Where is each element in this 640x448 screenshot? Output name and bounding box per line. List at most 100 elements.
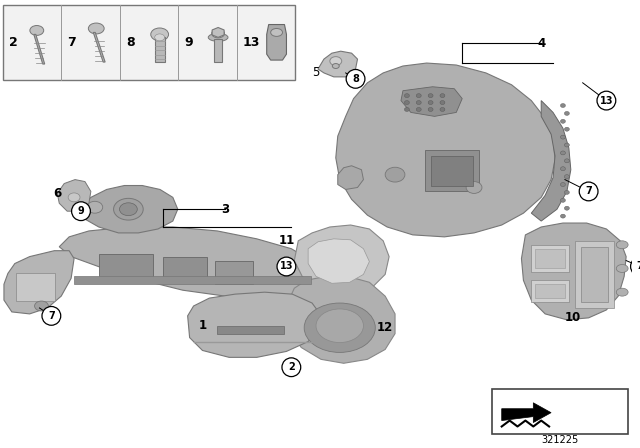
Bar (431, 156, 473, 185)
Ellipse shape (440, 94, 445, 98)
Text: 9: 9 (77, 206, 84, 216)
Ellipse shape (404, 108, 410, 112)
Ellipse shape (564, 143, 570, 147)
Ellipse shape (120, 203, 137, 215)
Bar (535, 249, 565, 268)
Ellipse shape (35, 301, 49, 311)
Polygon shape (318, 51, 358, 77)
Bar (575, 241, 614, 308)
Text: 10: 10 (564, 311, 581, 324)
Bar (99, 254, 153, 283)
FancyBboxPatch shape (3, 5, 295, 80)
Text: 13: 13 (280, 262, 293, 271)
Ellipse shape (440, 101, 445, 104)
Ellipse shape (561, 182, 565, 186)
Text: 1: 1 (198, 319, 207, 332)
Text: 321225: 321225 (541, 435, 579, 445)
Polygon shape (58, 180, 91, 211)
Text: 5: 5 (312, 66, 320, 79)
Text: 13: 13 (243, 36, 260, 49)
Ellipse shape (68, 193, 80, 202)
Polygon shape (267, 25, 287, 60)
Polygon shape (79, 185, 178, 233)
Bar (163, 257, 207, 283)
Ellipse shape (564, 206, 570, 210)
Ellipse shape (155, 34, 164, 41)
Ellipse shape (561, 103, 565, 108)
Ellipse shape (564, 112, 570, 116)
Ellipse shape (561, 214, 565, 218)
Text: 6: 6 (53, 187, 61, 200)
Ellipse shape (616, 288, 628, 296)
Ellipse shape (564, 190, 570, 194)
Bar (531, 280, 569, 302)
Text: 7: 7 (48, 311, 55, 321)
Ellipse shape (561, 135, 565, 139)
Ellipse shape (271, 29, 282, 36)
Text: 4: 4 (537, 37, 545, 50)
Ellipse shape (332, 64, 339, 69)
Ellipse shape (385, 167, 405, 182)
Text: 7: 7 (585, 186, 592, 196)
Ellipse shape (113, 198, 143, 220)
Ellipse shape (428, 108, 433, 112)
Ellipse shape (316, 309, 364, 343)
Polygon shape (531, 101, 571, 221)
Polygon shape (155, 37, 164, 62)
FancyBboxPatch shape (492, 389, 628, 435)
Ellipse shape (428, 94, 433, 98)
Ellipse shape (616, 264, 628, 272)
Ellipse shape (561, 167, 565, 171)
Ellipse shape (561, 198, 565, 202)
Ellipse shape (416, 94, 421, 98)
Ellipse shape (564, 127, 570, 131)
Text: 8: 8 (126, 36, 134, 49)
Circle shape (42, 306, 61, 325)
Polygon shape (401, 87, 462, 116)
Circle shape (72, 202, 90, 220)
Polygon shape (338, 166, 364, 190)
Ellipse shape (404, 101, 410, 104)
Circle shape (630, 257, 640, 276)
Circle shape (597, 91, 616, 110)
Polygon shape (502, 403, 551, 422)
Text: 11: 11 (278, 234, 294, 247)
Bar (16, 273, 55, 301)
Polygon shape (212, 27, 224, 37)
Circle shape (346, 69, 365, 88)
Ellipse shape (30, 26, 44, 35)
Bar (531, 245, 569, 272)
Ellipse shape (416, 108, 421, 112)
Text: 2: 2 (9, 36, 18, 49)
Circle shape (282, 358, 301, 377)
Polygon shape (308, 239, 369, 283)
Bar (535, 284, 565, 298)
Ellipse shape (212, 29, 225, 38)
Polygon shape (188, 292, 320, 358)
Text: 9: 9 (184, 36, 193, 49)
Bar (425, 150, 479, 191)
Text: 7: 7 (67, 36, 76, 49)
Text: 8: 8 (352, 74, 359, 84)
Ellipse shape (616, 241, 628, 249)
Polygon shape (4, 251, 74, 314)
Polygon shape (284, 276, 395, 363)
Ellipse shape (208, 34, 228, 41)
Ellipse shape (564, 175, 570, 179)
Ellipse shape (151, 28, 168, 41)
Ellipse shape (330, 56, 342, 65)
Ellipse shape (561, 151, 565, 155)
Ellipse shape (428, 101, 433, 104)
Circle shape (579, 182, 598, 201)
Bar (580, 247, 609, 302)
Text: 3: 3 (221, 202, 229, 216)
Ellipse shape (416, 101, 421, 104)
Circle shape (277, 257, 296, 276)
Polygon shape (336, 63, 555, 237)
Polygon shape (60, 227, 316, 298)
Polygon shape (214, 39, 222, 62)
Bar (217, 326, 284, 334)
Polygon shape (522, 223, 626, 320)
Bar (74, 276, 311, 284)
Ellipse shape (87, 201, 102, 213)
